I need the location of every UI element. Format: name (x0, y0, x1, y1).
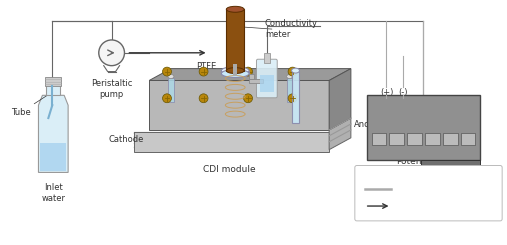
Bar (264, 53, 270, 63)
FancyBboxPatch shape (367, 95, 481, 159)
FancyBboxPatch shape (421, 159, 481, 181)
Bar (286, 77, 293, 102)
Bar (443, 133, 458, 145)
Polygon shape (149, 69, 351, 80)
Circle shape (163, 67, 171, 76)
Bar (425, 133, 440, 145)
Bar (233, 64, 237, 75)
FancyBboxPatch shape (257, 59, 277, 98)
Polygon shape (39, 95, 68, 172)
Bar (222, 71, 249, 73)
Circle shape (163, 94, 171, 103)
Bar (425, 165, 477, 176)
Text: Water flux: Water flux (396, 202, 436, 210)
Text: Potentiostat: Potentiostat (396, 157, 450, 166)
Polygon shape (329, 118, 351, 150)
Polygon shape (41, 143, 66, 171)
Text: Conductivity
meter: Conductivity meter (265, 19, 318, 39)
Bar (46, 86, 60, 95)
Circle shape (199, 67, 208, 76)
Text: Outlet
water: Outlet water (380, 130, 406, 149)
Text: Conductivity
meter: Conductivity meter (424, 113, 477, 133)
Ellipse shape (286, 74, 293, 78)
Bar (389, 133, 404, 145)
Ellipse shape (222, 70, 249, 77)
Circle shape (288, 94, 297, 103)
Ellipse shape (292, 68, 300, 73)
Bar (226, 9, 244, 71)
Circle shape (99, 40, 125, 66)
Text: Anode: Anode (354, 121, 381, 129)
Ellipse shape (226, 68, 244, 74)
Bar (46, 76, 61, 86)
Ellipse shape (222, 67, 249, 74)
Ellipse shape (226, 6, 244, 12)
Text: Peristaltic
pump: Peristaltic pump (91, 79, 132, 99)
Circle shape (288, 67, 297, 76)
Ellipse shape (168, 74, 174, 78)
Text: Cathode: Cathode (109, 135, 144, 144)
Bar (249, 74, 254, 78)
Text: Silicon
tube: Silicon tube (307, 76, 335, 95)
Polygon shape (329, 69, 351, 130)
Bar (249, 78, 263, 84)
Bar (407, 133, 422, 145)
Text: Inlet
water: Inlet water (41, 183, 65, 203)
Bar (372, 133, 386, 145)
Bar (168, 77, 174, 102)
Polygon shape (149, 80, 329, 130)
FancyBboxPatch shape (355, 166, 502, 221)
Circle shape (243, 94, 252, 103)
Bar (134, 132, 329, 152)
Text: Tube: Tube (11, 95, 48, 117)
Text: Conductivity meter
or Potentiostat line: Conductivity meter or Potentiostat line (396, 180, 470, 199)
Text: PTFE
tube: PTFE tube (196, 62, 216, 81)
Text: (-): (-) (399, 88, 408, 97)
Circle shape (199, 94, 208, 103)
Text: (+): (+) (380, 88, 393, 97)
Bar (260, 74, 274, 92)
Bar (461, 133, 476, 145)
Text: CDI module: CDI module (203, 165, 256, 173)
Bar (292, 71, 300, 123)
Circle shape (243, 67, 252, 76)
